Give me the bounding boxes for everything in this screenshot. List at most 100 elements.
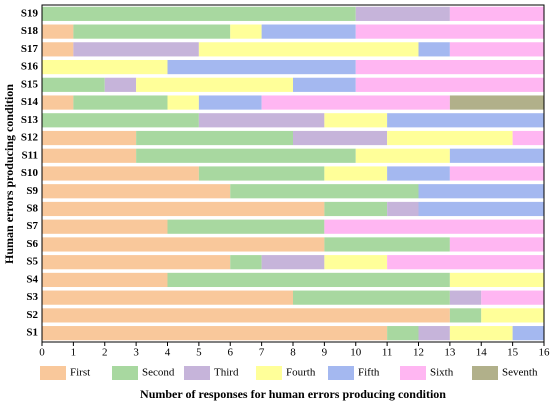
bar-segment — [387, 255, 544, 270]
bar-segment — [261, 95, 450, 110]
bar-segment — [198, 113, 325, 128]
bar-segment — [387, 326, 419, 341]
y-tick-label: S3 — [26, 291, 38, 303]
bar-segment — [449, 326, 513, 341]
bar-segment — [449, 42, 544, 57]
bar-segment — [355, 148, 450, 163]
x-tick-label: 9 — [322, 347, 328, 359]
bar-segment — [42, 308, 450, 323]
bar-segment — [261, 24, 356, 39]
bar-segment — [418, 201, 544, 217]
bar-segment — [449, 166, 544, 181]
y-tick-label: S4 — [26, 273, 38, 285]
y-tick-label: S7 — [26, 220, 38, 232]
bar-segment — [293, 290, 450, 305]
x-tick-label: 12 — [413, 347, 424, 359]
bar-segment — [293, 130, 388, 146]
bar-segment — [324, 113, 388, 128]
bar-segment — [198, 95, 262, 110]
bar-segment — [449, 95, 544, 110]
bar-segment — [324, 166, 388, 181]
x-tick-label: 4 — [165, 347, 171, 359]
bar-segment — [512, 130, 544, 146]
bar-segment — [324, 255, 388, 270]
bar-segment — [418, 184, 544, 199]
bar-segment — [136, 148, 356, 163]
y-tick-label: S17 — [21, 43, 39, 55]
bar-segment — [198, 166, 325, 181]
bar-segment — [167, 219, 325, 234]
bar-segment — [42, 77, 105, 92]
bar-segment — [42, 237, 325, 252]
bar-segment — [42, 95, 74, 110]
bar-segment — [387, 113, 544, 128]
x-tick-label: 16 — [539, 347, 550, 359]
bar-segment — [73, 95, 168, 110]
bar-segment — [481, 308, 544, 323]
legend-swatch — [184, 366, 210, 380]
x-tick-label: 7 — [259, 347, 265, 359]
bar-segment — [449, 237, 544, 252]
x-tick-label: 14 — [476, 347, 488, 359]
x-tick-label: 10 — [350, 347, 362, 359]
bar-segment — [73, 24, 231, 39]
bar-segment — [42, 255, 231, 270]
bar-segment — [324, 219, 544, 234]
y-tick-label: S8 — [26, 203, 38, 215]
y-tick-label: S2 — [26, 309, 38, 321]
y-tick-label: S9 — [26, 185, 38, 197]
y-tick-label: S5 — [26, 256, 38, 268]
bar-segment — [167, 59, 356, 75]
bar-segment — [136, 77, 293, 92]
bar-segment — [324, 237, 450, 252]
x-tick-label: 3 — [133, 347, 139, 359]
bar-segment — [42, 148, 137, 163]
legend-swatch — [400, 366, 426, 380]
y-tick-label: S18 — [21, 25, 39, 37]
x-tick-label: 2 — [102, 347, 108, 359]
bar-segment — [355, 6, 450, 21]
x-tick-label: 6 — [228, 347, 234, 359]
bar-segment — [73, 42, 199, 57]
bar-segment — [449, 290, 482, 305]
legend-swatch — [256, 366, 282, 380]
bar-segment — [42, 6, 356, 21]
bar-segment — [418, 42, 450, 57]
bar-segment — [42, 201, 325, 217]
x-tick-label: 15 — [507, 347, 519, 359]
bar-segment — [42, 219, 168, 234]
x-tick-label: 5 — [196, 347, 202, 359]
bar-segment — [42, 272, 168, 288]
legend-swatch — [112, 366, 138, 380]
bar-segment — [230, 184, 419, 199]
bar-segment — [449, 148, 544, 163]
bar-segment — [449, 272, 544, 288]
legend-swatch — [40, 366, 66, 380]
bar-segment — [355, 59, 544, 75]
bar-segment — [449, 308, 482, 323]
bar-segment — [42, 42, 74, 57]
bar-segment — [387, 201, 419, 217]
bar-segment — [230, 24, 262, 39]
bar-segment — [42, 24, 74, 39]
legend-label: Sixth — [430, 367, 454, 379]
legend-label: Fourth — [286, 367, 316, 379]
bar-segment — [42, 130, 137, 146]
x-tick-label: 13 — [444, 347, 456, 359]
bar-segment — [355, 77, 544, 92]
bar-segment — [104, 77, 137, 92]
legend-swatch — [328, 366, 354, 380]
y-tick-label: S11 — [21, 149, 38, 161]
bar-segment — [167, 272, 450, 288]
bar-segment — [42, 290, 293, 305]
bar-segment — [230, 255, 262, 270]
bar-segment — [387, 130, 513, 146]
x-tick-label: 0 — [39, 347, 45, 359]
y-tick-label: S13 — [21, 114, 39, 126]
bar-segment — [387, 166, 450, 181]
y-tick-label: S16 — [21, 61, 39, 73]
bar-segment — [42, 113, 199, 128]
bar-segment — [355, 24, 544, 39]
bar-segment — [261, 255, 325, 270]
